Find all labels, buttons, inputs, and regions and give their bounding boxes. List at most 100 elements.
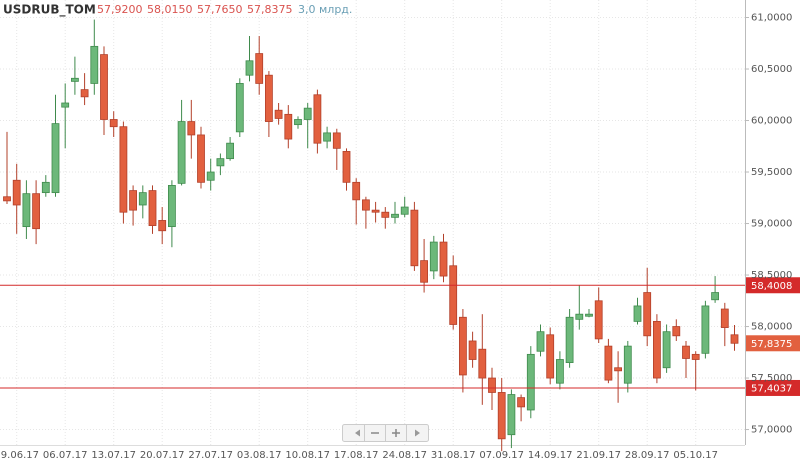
- candle-body: [158, 220, 167, 232]
- candle-body: [643, 292, 652, 337]
- x-tick-label: 05.10.17: [673, 450, 718, 461]
- y-tick-label: 58,5000: [751, 270, 792, 281]
- candle-body: [468, 340, 477, 360]
- candle-body: [294, 119, 302, 126]
- candle-body: [730, 334, 739, 344]
- candle-body: [556, 359, 564, 384]
- candle-body: [575, 313, 584, 320]
- candle-body: [22, 193, 31, 228]
- candle-body: [662, 331, 671, 369]
- x-tick-label: 17.08.17: [334, 450, 379, 461]
- candle-body: [235, 83, 244, 133]
- scroll-left-icon: [355, 429, 360, 437]
- candle-body: [352, 181, 361, 201]
- candle-body: [546, 334, 555, 379]
- candle-body: [226, 142, 235, 160]
- candle-body: [90, 45, 99, 84]
- zoom-in[interactable]: [392, 429, 400, 437]
- candle-body: [391, 213, 399, 218]
- scroll-right[interactable]: [415, 429, 420, 437]
- candle-body: [691, 353, 700, 360]
- candle-body: [177, 121, 186, 184]
- x-tick-label: 21.09.17: [576, 450, 621, 461]
- candle-body: [701, 305, 710, 354]
- candle-body: [653, 320, 661, 379]
- quote-low: 57,7650: [197, 3, 243, 16]
- candle-body: [342, 151, 351, 183]
- x-tick-label: 31.08.17: [431, 450, 476, 461]
- x-tick-label: 13.07.17: [91, 450, 136, 461]
- candle-body: [284, 113, 293, 140]
- candle-body: [332, 132, 341, 149]
- candle-body: [3, 196, 11, 202]
- x-tick-label: 03.08.17: [237, 450, 282, 461]
- x-tick-label: 06.07.17: [43, 450, 88, 461]
- candle-body: [12, 179, 21, 206]
- candle-body: [410, 209, 419, 267]
- candle-body: [439, 241, 448, 277]
- price-label-box: [746, 277, 800, 294]
- candle-body: [148, 190, 157, 226]
- candle-body: [51, 123, 60, 194]
- candle-body: [614, 367, 622, 372]
- candle-body: [61, 102, 70, 108]
- header: USDRUB_TOM 57,9200 58,0150 57,7650 57,83…: [3, 3, 352, 18]
- candle-body: [197, 134, 205, 183]
- price-label: 57,8375: [751, 339, 792, 350]
- y-tick-label: 57,5000: [751, 373, 792, 384]
- candle-body: [206, 171, 215, 181]
- candle-body: [517, 397, 525, 408]
- candle-body: [623, 345, 632, 384]
- candle-body: [245, 60, 254, 76]
- symbol: USDRUB_TOM: [3, 3, 96, 18]
- candle-body: [255, 53, 264, 84]
- candle-body: [585, 313, 593, 317]
- candle-body: [507, 394, 516, 436]
- candle-body: [449, 265, 458, 325]
- x-tick-label: 27.07.17: [188, 450, 233, 461]
- candle-body: [129, 190, 138, 211]
- candle-body: [536, 331, 545, 352]
- candle-body: [565, 316, 574, 363]
- candle-body: [41, 181, 50, 194]
- candle-body: [381, 211, 390, 218]
- candle-body: [71, 77, 79, 82]
- candle-body: [32, 193, 40, 230]
- price-label: 58,4008: [751, 281, 792, 292]
- y-tick-label: 61,0000: [751, 13, 792, 24]
- volume: 3,0 млрд.: [298, 3, 352, 16]
- candle-body: [478, 348, 487, 379]
- candle-body: [400, 206, 409, 215]
- y-tick-label: 60,0000: [751, 116, 792, 127]
- x-tick-label: 07.09.17: [479, 450, 524, 461]
- scroll-left[interactable]: [355, 429, 360, 437]
- x-tick-label: 14.09.17: [528, 450, 573, 461]
- candle-body: [497, 392, 506, 440]
- x-tick-label: 10.08.17: [285, 450, 330, 461]
- candle-body: [313, 94, 322, 144]
- candle-body: [526, 353, 535, 411]
- candle-body: [720, 308, 729, 328]
- x-tick-label: 20.07.17: [140, 450, 185, 461]
- candle-body: [303, 107, 312, 120]
- candle-body: [80, 89, 89, 98]
- levels: 58,4008 57,4037 57,8375: [0, 277, 800, 396]
- x-tick-label: 28.09.17: [625, 450, 670, 461]
- candle-body: [264, 74, 273, 122]
- candle-body: [429, 241, 438, 272]
- candle-body: [458, 316, 467, 376]
- candle-body: [100, 54, 108, 120]
- price-label-box: [746, 335, 800, 352]
- axis: 57,0000 57,5000 58,0000 58,5000 59,0000 59,50…: [0, 13, 792, 461]
- candle-body: [167, 185, 176, 228]
- candles: [3, 19, 739, 452]
- candle-body: [323, 132, 332, 142]
- navigator: [342, 424, 429, 442]
- x-tick-label: 29.06.17: [0, 450, 39, 461]
- candle-body: [274, 109, 283, 119]
- zoom-in-icon: [392, 429, 400, 437]
- quote-open: 57,9200: [97, 3, 143, 16]
